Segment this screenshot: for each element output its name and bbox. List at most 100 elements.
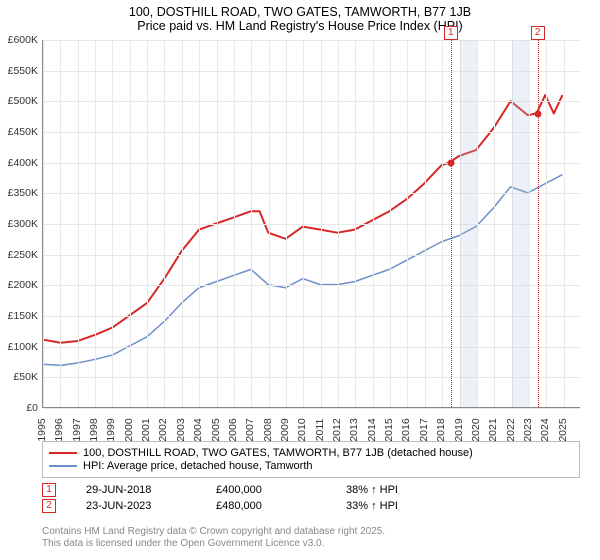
x-axis-tick-label: 2013 (348, 418, 360, 441)
sale-date: 23-JUN-2023 (86, 500, 186, 512)
x-axis-tick-label: 2011 (314, 419, 326, 442)
y-axis-tick-label: £150K (8, 310, 38, 322)
gridline-vertical (303, 40, 304, 407)
gridline-vertical (234, 40, 235, 407)
x-axis-tick-label: 2016 (400, 418, 412, 441)
gridline-vertical (529, 40, 530, 407)
sale-delta: 33% ↑ HPI (346, 500, 398, 512)
gridline-horizontal (43, 193, 580, 194)
x-axis-tick-label: 1995 (36, 418, 48, 441)
x-axis-tick-label: 1998 (88, 418, 100, 441)
gridline-vertical (390, 40, 391, 407)
chart-plot-area: 12 (42, 40, 580, 408)
gridline-horizontal (43, 132, 580, 133)
legend-swatch (49, 465, 77, 467)
footer-line-1: Contains HM Land Registry data © Crown c… (42, 526, 385, 538)
x-axis-tick-label: 2008 (262, 418, 274, 441)
sale-row: 223-JUN-2023£480,00033% ↑ HPI (42, 499, 398, 513)
gridline-horizontal (43, 101, 580, 102)
x-axis-tick-label: 1996 (53, 418, 65, 441)
x-axis-tick-label: 1999 (105, 418, 117, 441)
title-block: 100, DOSTHILL ROAD, TWO GATES, TAMWORTH,… (0, 0, 600, 36)
gridline-vertical (269, 40, 270, 407)
gridline-vertical (546, 40, 547, 407)
gridline-vertical (182, 40, 183, 407)
y-axis-tick-label: £250K (8, 249, 38, 261)
gridline-vertical (338, 40, 339, 407)
legend-swatch (49, 452, 77, 454)
gridline-horizontal (43, 255, 580, 256)
gridline-horizontal (43, 377, 580, 378)
gridline-vertical (164, 40, 165, 407)
sale-price: £400,000 (216, 484, 316, 496)
gridline-vertical (564, 40, 565, 407)
series-marker-dot (534, 110, 541, 117)
y-axis-tick-label: £500K (8, 95, 38, 107)
x-axis-tick-label: 2000 (123, 418, 135, 441)
gridline-vertical (95, 40, 96, 407)
gridline-vertical (147, 40, 148, 407)
sales-table: 129-JUN-2018£400,00038% ↑ HPI223-JUN-202… (42, 481, 398, 515)
x-axis-tick-label: 2017 (418, 418, 430, 441)
title-sub: Price paid vs. HM Land Registry's House … (0, 19, 600, 33)
gridline-vertical (60, 40, 61, 407)
chart-container: 100, DOSTHILL ROAD, TWO GATES, TAMWORTH,… (0, 0, 600, 560)
gridline-horizontal (43, 408, 580, 409)
y-axis-tick-label: £0 (26, 402, 38, 414)
sale-date: 29-JUN-2018 (86, 484, 186, 496)
x-axis-tick-label: 1997 (71, 418, 83, 441)
gridline-horizontal (43, 163, 580, 164)
x-axis-tick-label: 2003 (175, 418, 187, 441)
gridline-vertical (112, 40, 113, 407)
x-axis-tick-label: 2002 (157, 418, 169, 441)
event-line (451, 40, 452, 407)
gridline-vertical (477, 40, 478, 407)
gridline-horizontal (43, 71, 580, 72)
gridline-vertical (199, 40, 200, 407)
gridline-horizontal (43, 347, 580, 348)
x-axis-tick-label: 2006 (227, 418, 239, 441)
title-main: 100, DOSTHILL ROAD, TWO GATES, TAMWORTH,… (0, 5, 600, 19)
gridline-vertical (43, 40, 44, 407)
x-axis-tick-label: 2012 (331, 418, 343, 441)
legend-label: 100, DOSTHILL ROAD, TWO GATES, TAMWORTH,… (83, 447, 473, 459)
event-marker-box: 2 (531, 26, 545, 40)
x-axis-tick-label: 2020 (470, 418, 482, 441)
gridline-horizontal (43, 224, 580, 225)
x-axis-tick-label: 2019 (453, 418, 465, 441)
x-axis-tick-label: 2007 (244, 418, 256, 441)
gridline-vertical (130, 40, 131, 407)
x-axis-tick-label: 2001 (140, 418, 152, 441)
gridline-vertical (355, 40, 356, 407)
x-axis-tick-label: 2005 (210, 418, 222, 441)
gridline-vertical (286, 40, 287, 407)
x-axis-tick-label: 2004 (192, 418, 204, 441)
footer-line-2: This data is licensed under the Open Gov… (42, 538, 385, 550)
series-marker-dot (447, 159, 454, 166)
gridline-vertical (494, 40, 495, 407)
x-axis-tick-label: 2024 (539, 418, 551, 441)
y-axis-tick-label: £400K (8, 157, 38, 169)
sale-row: 129-JUN-2018£400,00038% ↑ HPI (42, 483, 398, 497)
x-axis-tick-label: 2021 (487, 418, 499, 441)
gridline-horizontal (43, 40, 580, 41)
y-axis-tick-label: £100K (8, 341, 38, 353)
gridline-vertical (425, 40, 426, 407)
y-axis-tick-label: £300K (8, 218, 38, 230)
event-line (538, 40, 539, 407)
x-axis-tick-label: 2025 (557, 418, 569, 441)
x-axis-tick-label: 2022 (505, 418, 517, 441)
y-axis-tick-label: £50K (13, 371, 38, 383)
x-axis-tick-label: 2015 (383, 418, 395, 441)
legend: 100, DOSTHILL ROAD, TWO GATES, TAMWORTH,… (42, 441, 580, 478)
sale-price: £480,000 (216, 500, 316, 512)
legend-item: 100, DOSTHILL ROAD, TWO GATES, TAMWORTH,… (49, 447, 573, 459)
y-axis-tick-label: £450K (8, 126, 38, 138)
gridline-horizontal (43, 316, 580, 317)
x-axis-tick-label: 2010 (296, 418, 308, 441)
shaded-band (460, 40, 477, 407)
x-axis-tick-label: 2009 (279, 418, 291, 441)
legend-label: HPI: Average price, detached house, Tamw… (83, 460, 313, 472)
legend-item: HPI: Average price, detached house, Tamw… (49, 460, 573, 472)
y-axis-tick-label: £350K (8, 187, 38, 199)
